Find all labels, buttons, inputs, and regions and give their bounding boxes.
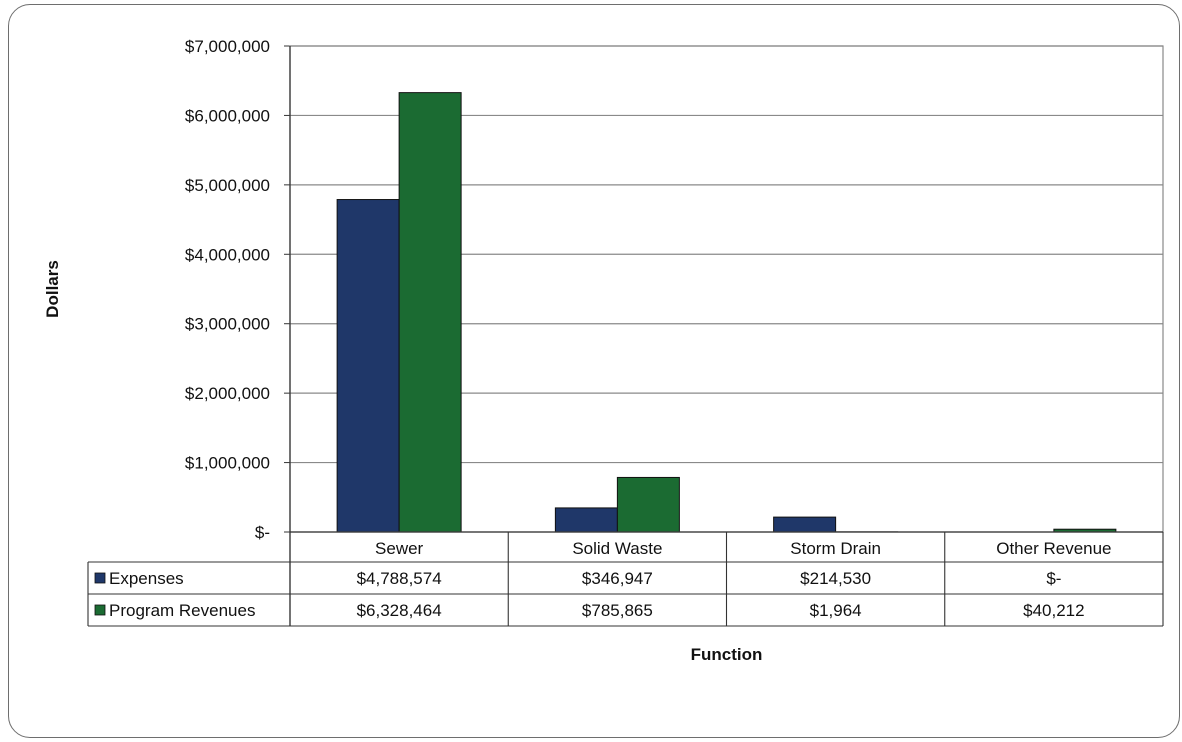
y-tick-label: $3,000,000 bbox=[185, 315, 270, 334]
y-tick-label: $- bbox=[255, 523, 270, 542]
category-label-sewer: Sewer bbox=[375, 539, 424, 558]
data-label-expenses-solid-waste: $346,947 bbox=[582, 569, 653, 588]
series-name-expenses: Expenses bbox=[109, 569, 184, 588]
data-label-program-revenues-solid-waste: $785,865 bbox=[582, 601, 653, 620]
data-label-expenses-other-revenue: $- bbox=[1046, 569, 1061, 588]
data-label-program-revenues-storm-drain: $1,964 bbox=[810, 601, 862, 620]
bar-expenses-solid-waste bbox=[554, 507, 618, 533]
data-label-expenses-sewer: $4,788,574 bbox=[357, 569, 442, 588]
y-tick-label: $7,000,000 bbox=[185, 37, 270, 56]
data-label-expenses-storm-drain: $214,530 bbox=[800, 569, 871, 588]
y-tick-labels: $- $1,000,000 $2,000,000 $3,000,000 $4,000,0… bbox=[185, 37, 270, 542]
y-tick-label: $6,000,000 bbox=[185, 106, 270, 125]
category-label-other-revenue: Other Revenue bbox=[996, 539, 1111, 558]
bars bbox=[336, 92, 1117, 533]
data-label-program-revenues-sewer: $6,328,464 bbox=[357, 601, 442, 620]
y-axis-title: Dollars bbox=[43, 260, 62, 318]
data-table: Sewer Solid Waste Storm Drain Other Revenue… bbox=[87, 532, 1164, 627]
y-tick-label: $5,000,000 bbox=[185, 176, 270, 195]
y-tick-label: $2,000,000 bbox=[185, 384, 270, 403]
legend-key-expenses bbox=[94, 572, 106, 584]
category-label-solid-waste: Solid Waste bbox=[572, 539, 662, 558]
y-tick-label: $4,000,000 bbox=[185, 245, 270, 264]
bar-program-revenues-sewer bbox=[398, 92, 462, 533]
bar-program-revenues-solid-waste bbox=[616, 476, 680, 533]
legend-key-program-revenues bbox=[94, 604, 106, 616]
x-axis-title: Function bbox=[691, 645, 763, 664]
bar-expenses-sewer bbox=[336, 199, 400, 533]
y-tick-label: $1,000,000 bbox=[185, 454, 270, 473]
category-label-storm-drain: Storm Drain bbox=[790, 539, 881, 558]
series-name-program-revenues: Program Revenues bbox=[109, 601, 255, 620]
data-label-program-revenues-other-revenue: $40,212 bbox=[1023, 601, 1084, 620]
chart-frame bbox=[8, 4, 1180, 738]
bar-expenses-storm-drain bbox=[773, 516, 837, 533]
